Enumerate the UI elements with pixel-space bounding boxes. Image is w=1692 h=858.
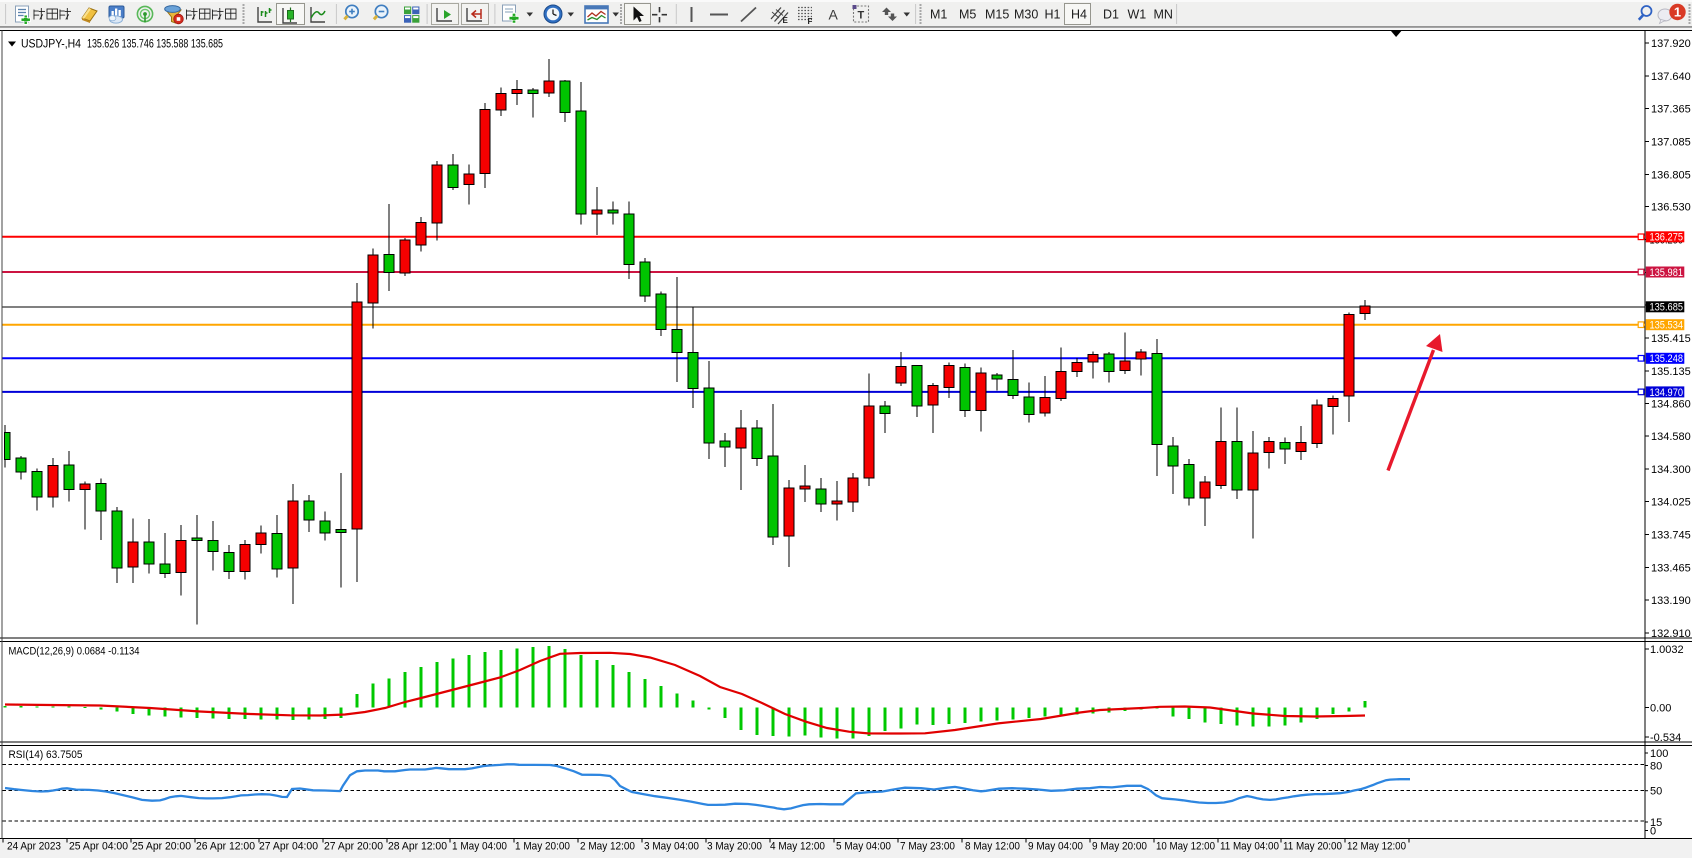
svg-text:USDJPY-,H4: USDJPY-,H4	[21, 37, 81, 51]
svg-text:136.530: 136.530	[1651, 201, 1691, 213]
svg-text:136.805: 136.805	[1651, 169, 1691, 181]
svg-text:3 May 04:00: 3 May 04:00	[644, 841, 699, 853]
svg-text:MN: MN	[1154, 8, 1173, 22]
svg-text:F: F	[808, 17, 813, 26]
svg-text:134.300: 134.300	[1651, 464, 1691, 476]
svg-text:RSI(14) 63.7505: RSI(14) 63.7505	[9, 749, 83, 761]
svg-text:25 Apr 04:00: 25 Apr 04:00	[69, 841, 128, 853]
svg-text:137.365: 137.365	[1651, 103, 1691, 115]
svg-text:24 Apr 2023: 24 Apr 2023	[7, 841, 61, 853]
svg-text:134.580: 134.580	[1651, 431, 1691, 443]
svg-text:27 Apr 04:00: 27 Apr 04:00	[259, 841, 318, 853]
svg-text:MACD(12,26,9) 0.0684 -0.1134: MACD(12,26,9) 0.0684 -0.1134	[9, 646, 140, 658]
svg-text:A: A	[829, 7, 839, 23]
svg-text:9 May 20:00: 9 May 20:00	[1092, 841, 1147, 853]
svg-text:4 May 12:00: 4 May 12:00	[770, 841, 825, 853]
svg-text:3 May 20:00: 3 May 20:00	[707, 841, 762, 853]
svg-text:135.135: 135.135	[1651, 366, 1691, 378]
svg-text:9 May 04:00: 9 May 04:00	[1028, 841, 1083, 853]
svg-text:H4: H4	[1071, 8, 1087, 22]
svg-text:134.860: 134.860	[1651, 398, 1691, 410]
svg-text:136.275: 136.275	[1650, 232, 1684, 244]
svg-text:133.465: 133.465	[1651, 562, 1691, 574]
svg-text:0: 0	[1650, 825, 1656, 837]
svg-text:135.415: 135.415	[1651, 333, 1691, 345]
svg-text:W1: W1	[1128, 8, 1147, 22]
svg-text:8 May 12:00: 8 May 12:00	[965, 841, 1020, 853]
svg-text:12 May 12:00: 12 May 12:00	[1347, 841, 1406, 853]
svg-text:5 May 04:00: 5 May 04:00	[836, 841, 891, 853]
svg-text:M15: M15	[985, 8, 1009, 22]
svg-text:135.626 135.746 135.588 135.68: 135.626 135.746 135.588 135.685	[87, 37, 223, 51]
svg-text:D1: D1	[1103, 8, 1119, 22]
svg-text:134.025: 134.025	[1651, 496, 1691, 508]
svg-text:133.190: 133.190	[1651, 595, 1691, 607]
svg-text:1.0032: 1.0032	[1650, 644, 1684, 656]
svg-text:133.745: 133.745	[1651, 529, 1691, 541]
svg-text:134.970: 134.970	[1650, 387, 1684, 399]
svg-text:50: 50	[1650, 786, 1662, 798]
svg-text:H1: H1	[1045, 8, 1061, 22]
svg-text:135.534: 135.534	[1650, 320, 1684, 332]
svg-text:1: 1	[1674, 5, 1681, 20]
svg-text:0.00: 0.00	[1650, 702, 1671, 714]
svg-text:1 May 20:00: 1 May 20:00	[515, 841, 570, 853]
svg-text:100: 100	[1650, 748, 1668, 760]
svg-text:137.085: 137.085	[1651, 136, 1691, 148]
svg-text:28 Apr 12:00: 28 Apr 12:00	[388, 841, 447, 853]
svg-text:135.981: 135.981	[1650, 267, 1684, 279]
svg-text:M30: M30	[1014, 8, 1038, 22]
svg-text:7 May 23:00: 7 May 23:00	[900, 841, 955, 853]
svg-text:2 May 12:00: 2 May 12:00	[580, 841, 635, 853]
svg-text:26 Apr 12:00: 26 Apr 12:00	[196, 841, 255, 853]
svg-text:11 May 04:00: 11 May 04:00	[1220, 841, 1279, 853]
svg-text:1 May 04:00: 1 May 04:00	[452, 841, 507, 853]
svg-text:E: E	[783, 16, 789, 25]
svg-text:135.248: 135.248	[1650, 353, 1684, 365]
svg-text:80: 80	[1650, 760, 1662, 772]
svg-text:M1: M1	[930, 8, 947, 22]
svg-text:10 May 12:00: 10 May 12:00	[1156, 841, 1215, 853]
svg-text:-0.534: -0.534	[1650, 732, 1681, 744]
svg-text:137.640: 137.640	[1651, 71, 1691, 83]
svg-text:137.920: 137.920	[1651, 38, 1691, 50]
svg-text:15: 15	[1650, 817, 1662, 829]
svg-text:25 Apr 20:00: 25 Apr 20:00	[132, 841, 191, 853]
svg-text:T: T	[858, 10, 865, 22]
svg-text:M5: M5	[959, 8, 976, 22]
svg-text:135.685: 135.685	[1650, 302, 1684, 314]
svg-text:11 May 20:00: 11 May 20:00	[1283, 841, 1342, 853]
svg-text:27 Apr 20:00: 27 Apr 20:00	[324, 841, 383, 853]
svg-text:132.910: 132.910	[1651, 628, 1691, 640]
